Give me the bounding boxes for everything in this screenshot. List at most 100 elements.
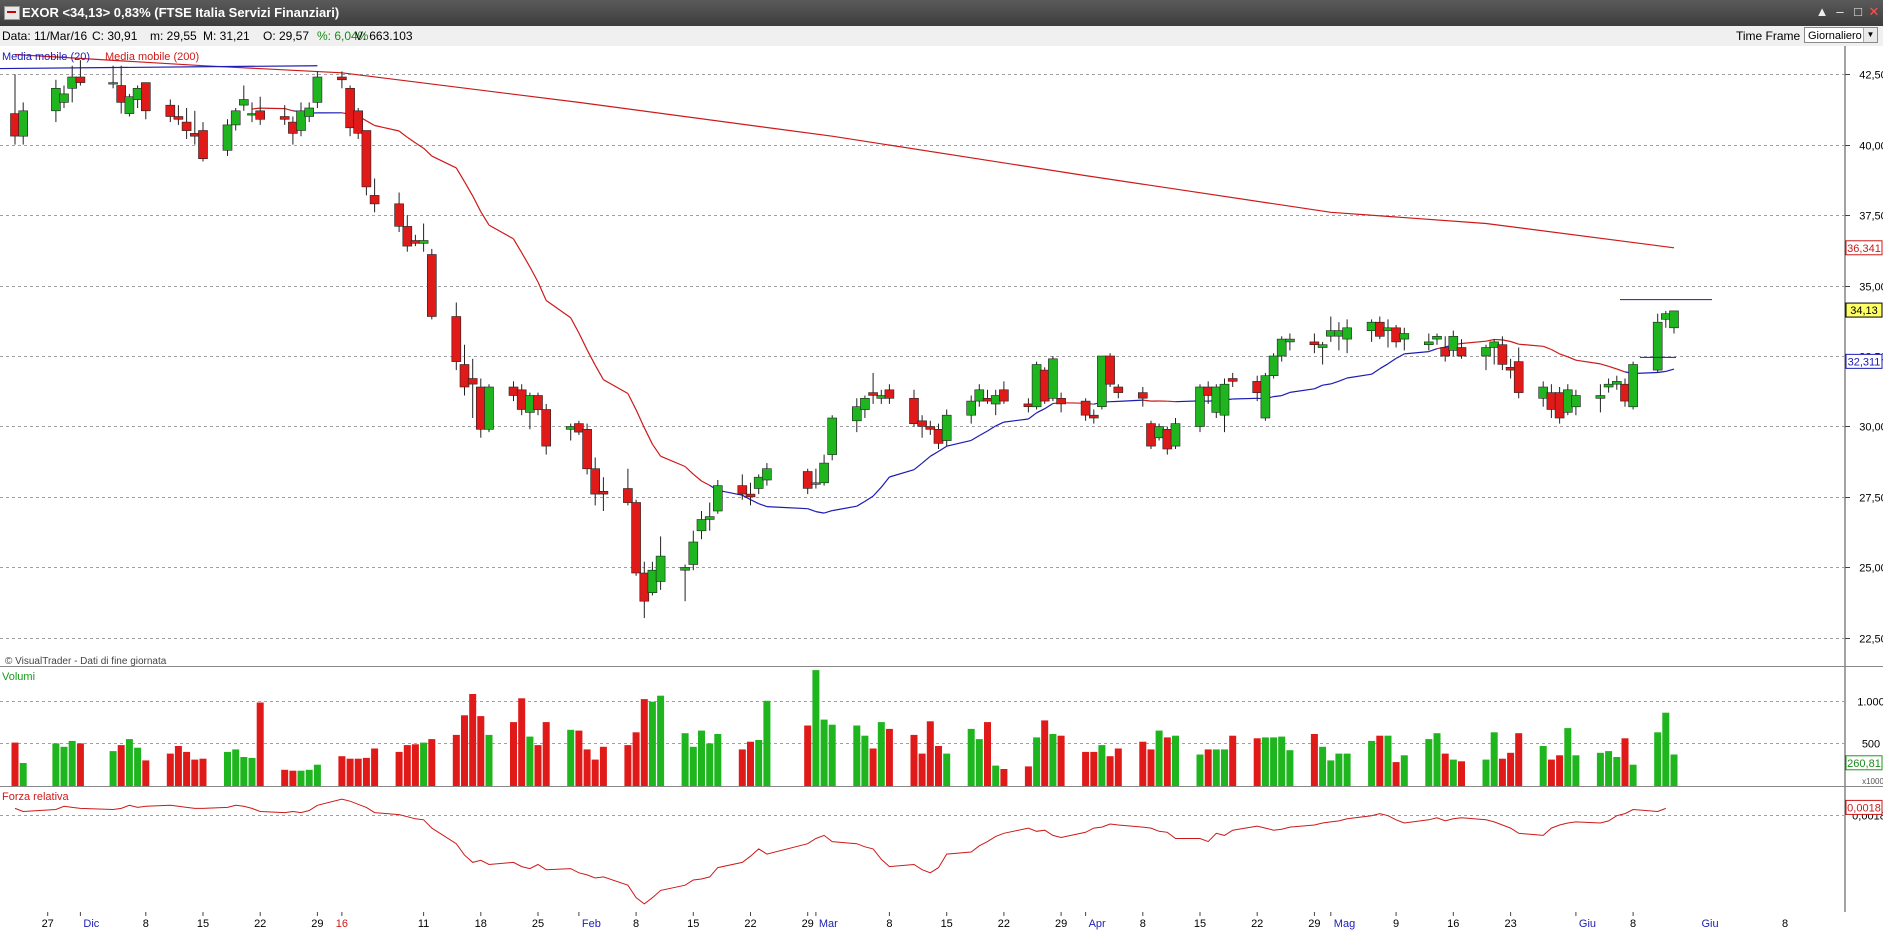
ma20-segment bbox=[1665, 368, 1675, 372]
candle-up bbox=[1595, 395, 1606, 399]
chevron-down-icon[interactable]: ▼ bbox=[1863, 28, 1877, 42]
candle-down bbox=[1440, 347, 1450, 357]
ma20-segment bbox=[758, 503, 768, 508]
ma20-segment bbox=[1044, 402, 1054, 410]
ma20-segment bbox=[480, 211, 490, 226]
volume-bar bbox=[1433, 733, 1441, 786]
volume-bar bbox=[1441, 753, 1449, 786]
candle-up bbox=[304, 107, 315, 117]
volume-bar bbox=[395, 751, 403, 786]
candle-down bbox=[181, 121, 192, 131]
price-last-label-box bbox=[1845, 302, 1883, 318]
candle-up bbox=[704, 516, 715, 520]
candle-down bbox=[353, 110, 364, 134]
volume-bar bbox=[804, 725, 812, 786]
candle-down bbox=[1146, 423, 1156, 447]
volume-bar bbox=[224, 751, 231, 786]
volume-bar bbox=[1515, 733, 1523, 786]
volume-bar bbox=[60, 746, 68, 786]
candle-down bbox=[598, 490, 609, 495]
volume-bar bbox=[199, 758, 207, 786]
ma20-segment bbox=[415, 142, 424, 149]
candle-down bbox=[1203, 386, 1213, 396]
ma20-segment bbox=[1379, 363, 1389, 370]
ma20-segment bbox=[374, 124, 400, 132]
candle-down bbox=[1039, 369, 1050, 402]
candle-down bbox=[1391, 327, 1401, 343]
volume-bar bbox=[256, 702, 264, 786]
candle-down bbox=[394, 203, 404, 227]
candle-up bbox=[1652, 321, 1663, 371]
ma20-segment bbox=[1551, 348, 1560, 355]
ma20-segment bbox=[832, 505, 857, 512]
x-tick-label: Giu bbox=[1579, 918, 1596, 930]
volume-bar bbox=[1621, 738, 1629, 786]
candle-down bbox=[190, 133, 200, 137]
ma200-last-label-box bbox=[1845, 240, 1883, 256]
candle-down bbox=[426, 254, 437, 317]
volume-tick-label: 500 bbox=[1862, 739, 1880, 751]
volume-bar bbox=[452, 734, 460, 786]
chart-area[interactable]: 42,5040,0037,5035,0032,5030,0027,5025,00… bbox=[0, 46, 1883, 932]
volume-bar bbox=[362, 757, 370, 786]
maximize-button[interactable]: □ bbox=[1854, 4, 1862, 19]
ma20-segment bbox=[692, 473, 702, 482]
candle-down bbox=[1227, 378, 1238, 382]
candle-down bbox=[255, 110, 265, 120]
candle-down bbox=[141, 82, 151, 112]
candle-up bbox=[59, 93, 69, 103]
volume-bar bbox=[967, 728, 975, 786]
candle-up bbox=[296, 110, 306, 131]
timeframe-select[interactable]: Giornaliero ▼ bbox=[1804, 27, 1878, 43]
volume-bar bbox=[19, 763, 27, 786]
volume-bar bbox=[1147, 749, 1155, 786]
volume-bar bbox=[1449, 759, 1457, 786]
candle-up bbox=[1432, 335, 1442, 340]
volume-bar bbox=[313, 764, 321, 786]
volume-bar bbox=[346, 758, 354, 786]
chart-app-icon bbox=[4, 6, 20, 20]
volume-bar bbox=[853, 725, 861, 786]
volume-bar bbox=[1368, 740, 1376, 786]
volume-bar bbox=[305, 769, 313, 786]
price-tick-label: 27,50 bbox=[1859, 493, 1883, 505]
candle-up bbox=[819, 462, 829, 484]
close-button[interactable]: ✕ bbox=[1868, 4, 1880, 19]
volume-bar bbox=[869, 748, 877, 786]
volume-bar bbox=[1629, 764, 1637, 786]
x-tick-label: 15 bbox=[941, 918, 953, 930]
ma20-segment bbox=[431, 155, 457, 169]
candle-down bbox=[1497, 344, 1508, 365]
volume-bar bbox=[1490, 732, 1498, 786]
scroll-up-button[interactable]: ▲ bbox=[1815, 4, 1829, 19]
candle-down bbox=[1252, 381, 1262, 393]
ma20-segment bbox=[1600, 363, 1609, 367]
volume-bar bbox=[1335, 753, 1343, 786]
volume-bar bbox=[142, 760, 150, 786]
x-tick-label: 15 bbox=[687, 918, 699, 930]
ma20-segment bbox=[1575, 359, 1601, 365]
candle-up bbox=[1448, 335, 1459, 351]
volume-bar bbox=[1613, 757, 1621, 786]
candle-up bbox=[1399, 333, 1410, 340]
volume-bar bbox=[1547, 759, 1555, 786]
volume-bar bbox=[698, 730, 705, 786]
volume-bar bbox=[738, 749, 746, 786]
price-tick-label: 22,50 bbox=[1859, 634, 1883, 646]
volume-bar bbox=[599, 746, 607, 786]
candle-up bbox=[1260, 375, 1271, 419]
ma20-segment bbox=[284, 108, 294, 112]
candle-down bbox=[541, 409, 552, 447]
candle-up bbox=[1628, 364, 1638, 408]
minimize-button[interactable]: – bbox=[1836, 4, 1844, 19]
x-tick-label: 16 bbox=[336, 918, 348, 930]
candle-up bbox=[1268, 355, 1279, 377]
volume-bar bbox=[763, 700, 771, 786]
x-tick-label: 16 bbox=[1447, 918, 1459, 930]
volume-bar bbox=[166, 753, 174, 786]
candle-up bbox=[1366, 321, 1377, 332]
ma20-segment bbox=[1167, 400, 1176, 403]
volume-bar bbox=[910, 734, 918, 786]
candle-down bbox=[590, 468, 601, 495]
volume-bar bbox=[125, 739, 133, 786]
